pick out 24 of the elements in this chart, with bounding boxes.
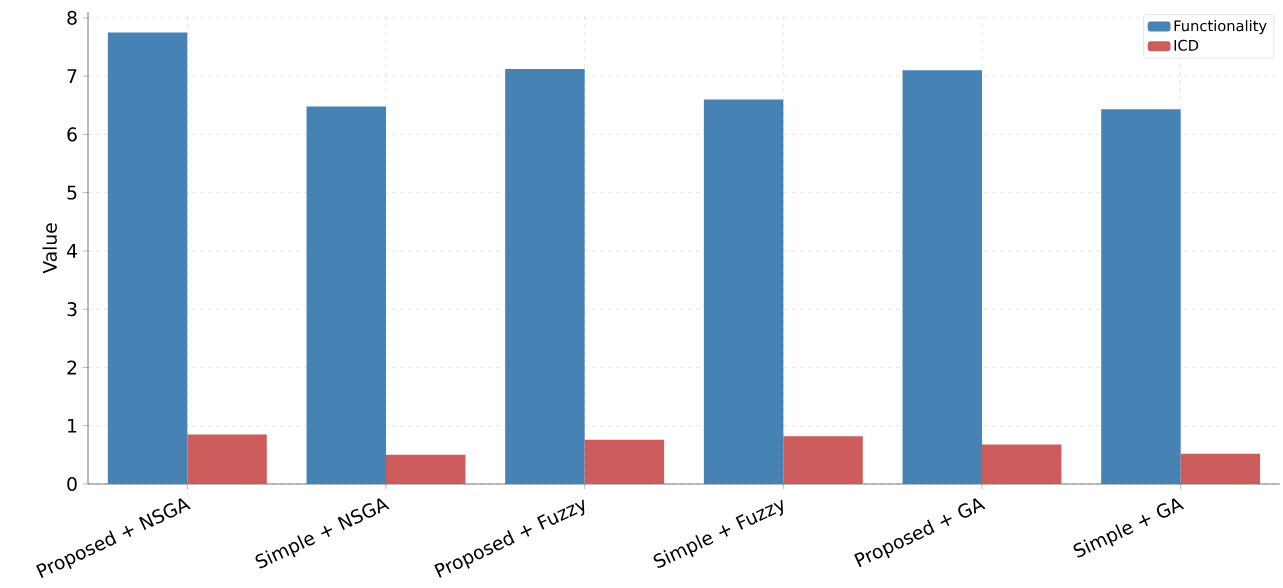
bar	[982, 444, 1062, 484]
y-tick-label: 5	[67, 185, 77, 200]
bar	[306, 106, 386, 484]
legend-label: Functionality	[1174, 19, 1267, 35]
y-tick-label: 3	[67, 302, 77, 317]
y-tick-label: 7	[67, 69, 77, 83]
bar	[505, 69, 585, 484]
legend-label: ICD	[1174, 39, 1199, 51]
bar	[703, 99, 784, 484]
y-tick-label: 0	[67, 476, 77, 491]
y-axis-title: Value	[42, 223, 57, 274]
bar	[1101, 109, 1181, 484]
bar	[187, 434, 267, 484]
y-tick-label: 4	[67, 244, 77, 258]
bar	[386, 454, 466, 484]
bar	[902, 70, 982, 484]
y-tick-label: 2	[67, 360, 77, 375]
bar	[107, 32, 188, 484]
bar	[783, 436, 863, 484]
y-tick-label: 6	[67, 127, 77, 142]
y-tick-label: 8	[67, 10, 77, 25]
bar	[1180, 453, 1261, 484]
bar	[584, 439, 665, 484]
y-tick-label: 1	[68, 418, 77, 433]
